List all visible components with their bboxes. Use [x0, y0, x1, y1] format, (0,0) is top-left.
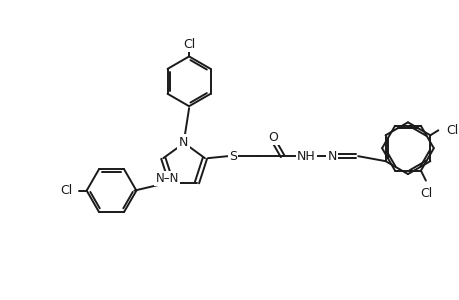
Text: Cl: Cl: [183, 38, 195, 51]
Text: Cl: Cl: [60, 184, 73, 197]
Text: S: S: [228, 150, 236, 163]
Text: Cl: Cl: [419, 187, 431, 200]
Text: NH: NH: [297, 150, 315, 163]
Text: N: N: [327, 150, 336, 163]
Text: N: N: [178, 136, 187, 148]
Text: N–N: N–N: [155, 172, 179, 185]
Text: N: N: [179, 136, 188, 149]
Text: Cl: Cl: [445, 124, 458, 137]
Text: O: O: [268, 131, 278, 144]
